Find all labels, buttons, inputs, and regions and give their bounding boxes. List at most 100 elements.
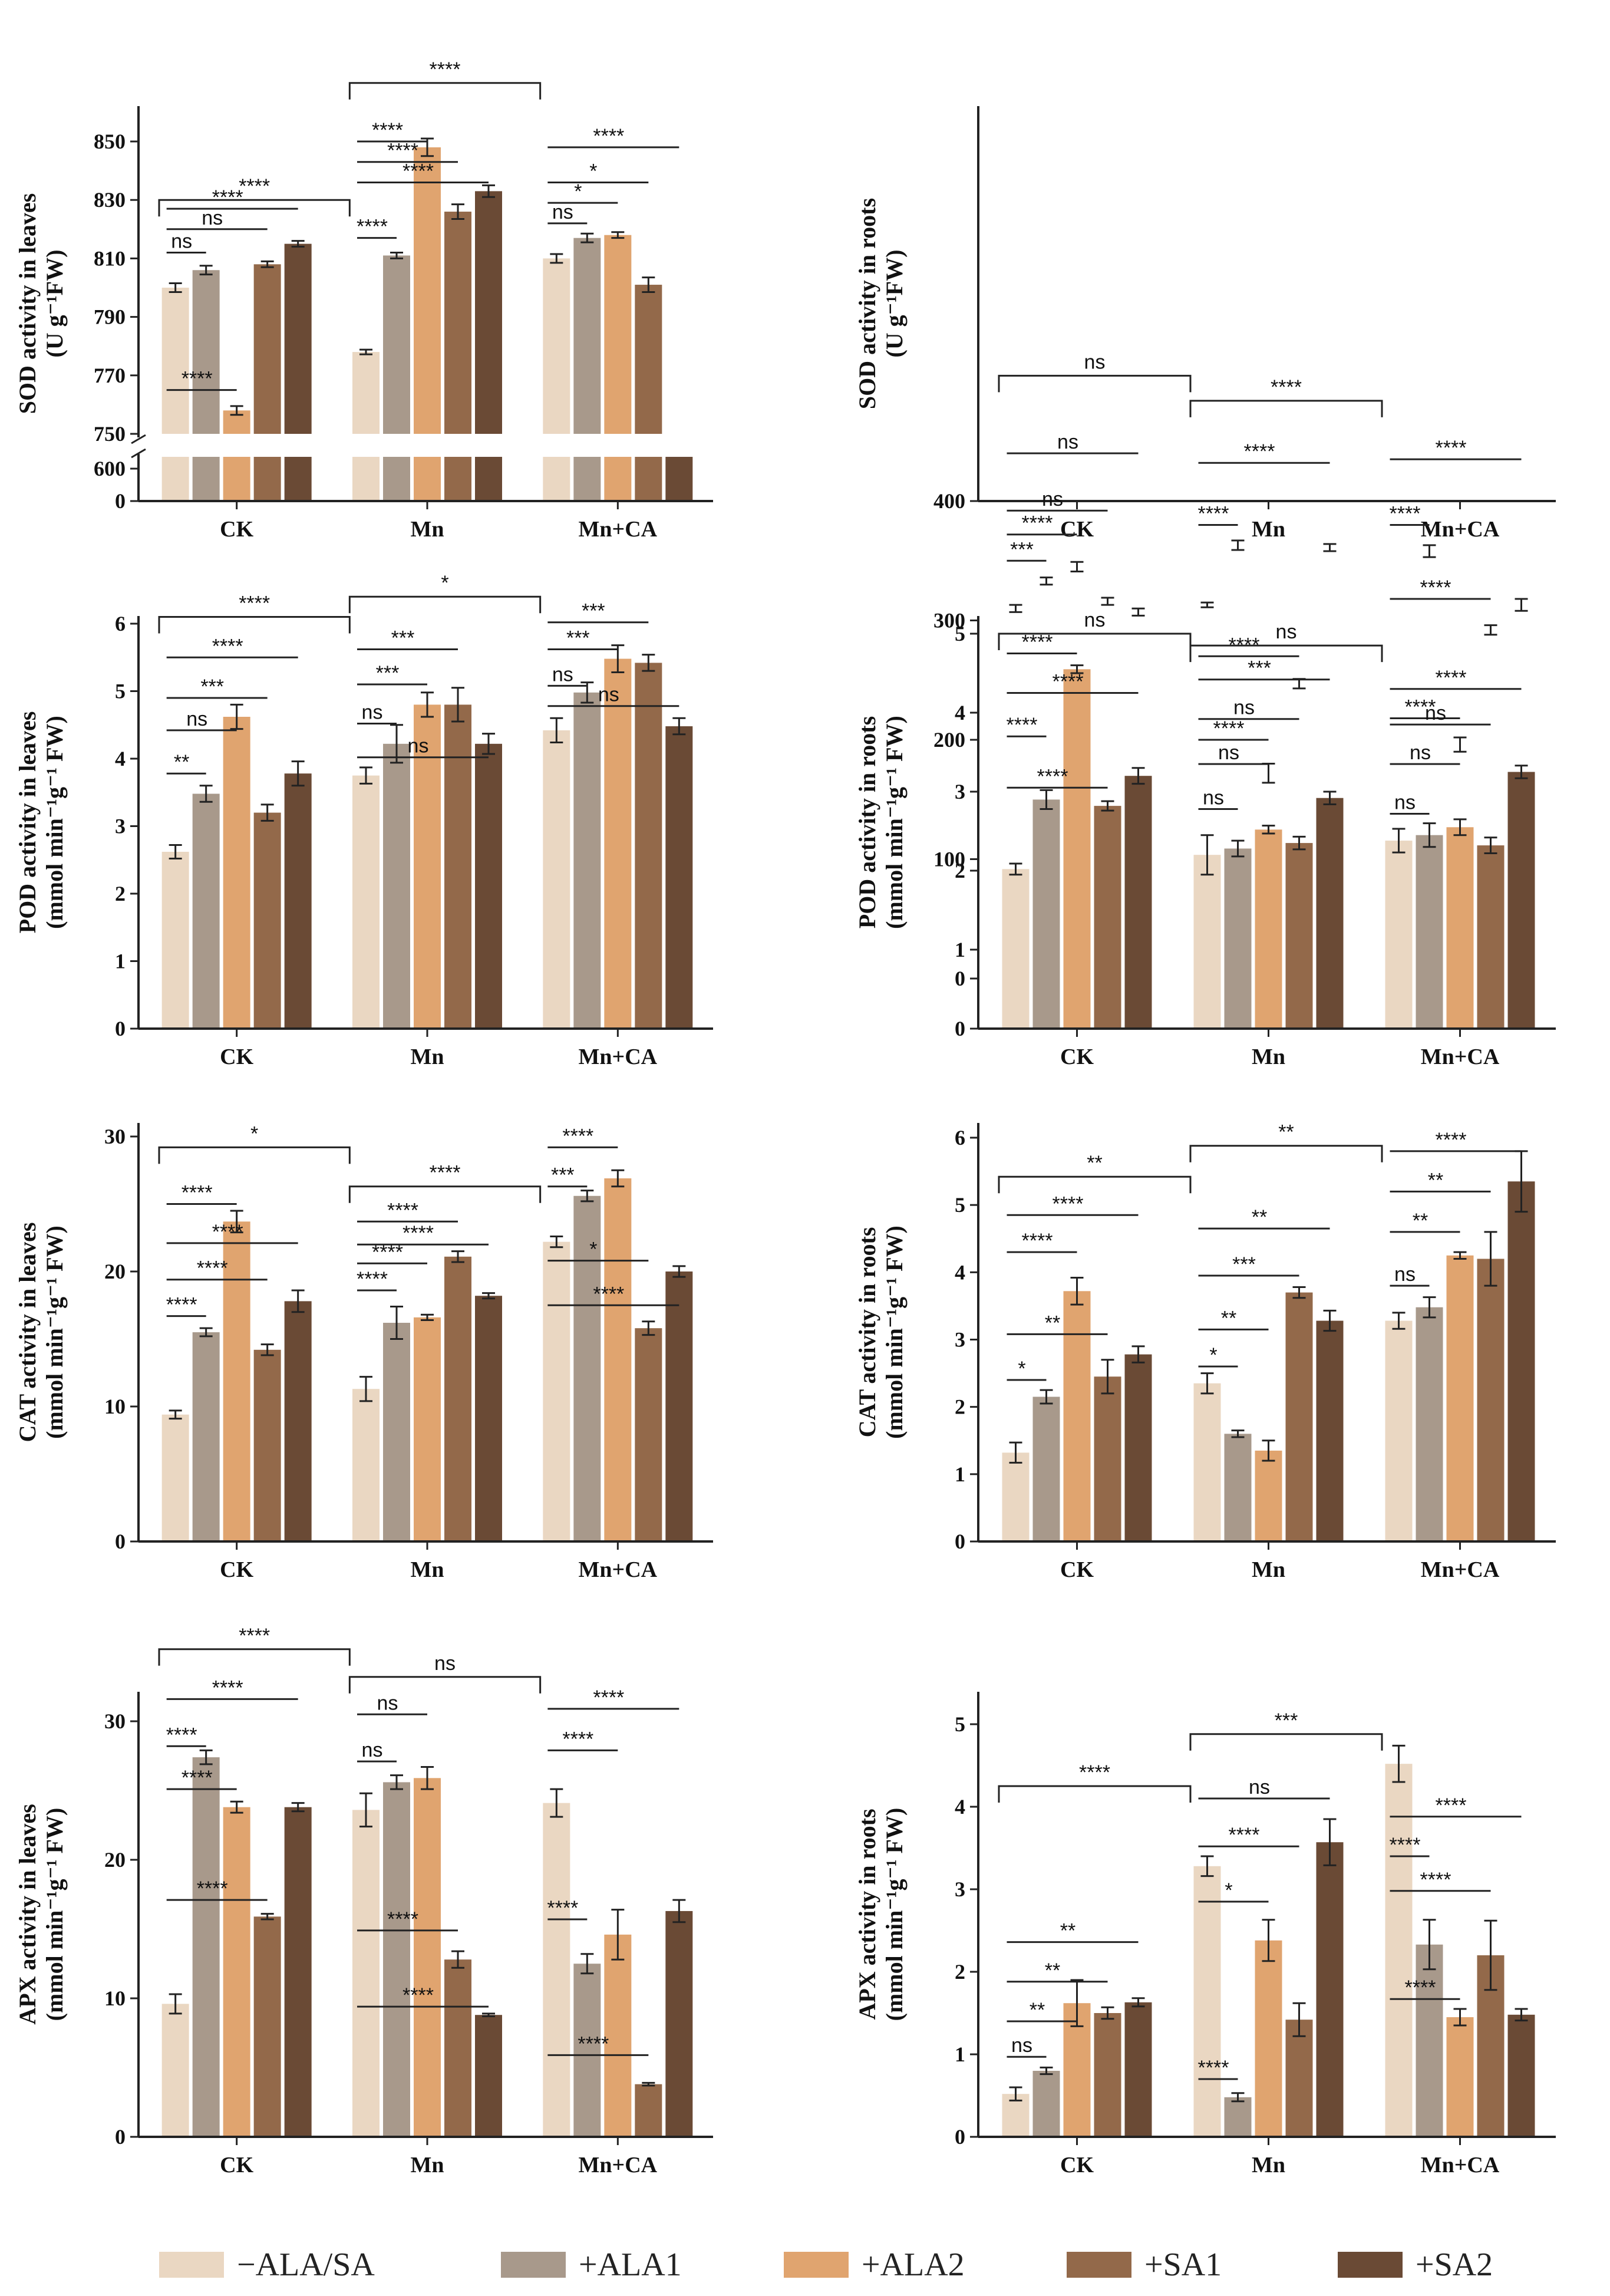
significance-label: ****	[1390, 1834, 1421, 1856]
group-bracket	[348, 1676, 542, 1694]
y-tick-label: 3	[955, 1328, 965, 1352]
y-axis-label-units: (U g⁻¹FW)	[41, 249, 68, 357]
y-tick-label: 30	[104, 1125, 126, 1148]
significance-label: ****	[1198, 2057, 1229, 2079]
group-bracket-label: ****	[1079, 1761, 1110, 1784]
bar	[1446, 1255, 1474, 1541]
axis-break	[131, 448, 146, 459]
significance-label: ****	[1037, 765, 1068, 788]
bar	[635, 663, 662, 1029]
group-bracket	[998, 1785, 1192, 1803]
significance-label: ****	[357, 1268, 388, 1290]
y-tick-label: 100	[933, 848, 965, 871]
x-tick-label: CK	[1060, 1557, 1094, 1582]
chart-apx-leaves: 0 10 20 30 CK Mn Mn+CA APX activity in leaves (m…	[14, 1625, 713, 2178]
significance-label: **	[1428, 1169, 1443, 1191]
x-tick-label: Mn+CA	[1421, 2153, 1500, 2178]
group-bracket	[1189, 1145, 1383, 1162]
chart-apx-roots: 0 1 2 3 4 5 CK Mn Mn+CA APX activity in roots (mmo…	[854, 1692, 1556, 2178]
y-tick-label: 2	[955, 859, 965, 882]
x-tick-label: Mn	[411, 1045, 444, 1069]
significance-label: ****	[1420, 577, 1451, 599]
significance-label: *	[1225, 1879, 1232, 1902]
significance-label: ***	[1232, 1253, 1256, 1276]
chart-pod-leaves: 0 1 2 3 4 5 6 CK Mn Mn+CA POD activity in leaves (m…	[14, 572, 713, 1069]
y-tick-label: 5	[955, 1712, 965, 1736]
significance-label: ****	[593, 1686, 624, 1709]
legend-label: +ALA2	[862, 2246, 965, 2283]
x-tick-label: CK	[1060, 2153, 1094, 2178]
y-axis-label: CAT activity in roots	[854, 1227, 880, 1438]
bar	[223, 1807, 250, 2137]
significance-label: **	[1252, 1206, 1267, 1228]
legend-swatch	[501, 2252, 566, 2278]
significance-label: ns	[171, 230, 192, 252]
legend: −ALA/SA +ALA1 +ALA2 +SA1 +SA2	[159, 2246, 1493, 2283]
bar	[383, 1323, 410, 1541]
bar	[543, 457, 570, 501]
bar	[444, 1256, 471, 1541]
bar	[573, 1195, 601, 1541]
bar	[475, 191, 502, 434]
significance-label: ****	[562, 1728, 593, 1750]
significance-label: **	[1221, 1307, 1236, 1329]
significance-label: ****	[1053, 671, 1084, 693]
legend-label: +SA2	[1416, 2246, 1493, 2283]
bar	[1385, 1320, 1413, 1541]
legend-item: +SA1	[1067, 2246, 1222, 2283]
legend-label: +ALA1	[579, 2246, 682, 2283]
bar	[284, 243, 312, 434]
y-tick-label: 0	[115, 489, 126, 513]
bar	[604, 1934, 632, 2137]
bar	[1316, 1842, 1344, 2137]
significance-label: ****	[1213, 717, 1245, 740]
significance-label: ****	[1022, 1230, 1053, 1252]
y-axis-label-units: (mmol min⁻¹g⁻¹ FW)	[41, 1808, 68, 2021]
bar	[223, 1221, 250, 1541]
group-bracket-label: ****	[430, 1162, 461, 1184]
x-tick-label: Mn+CA	[579, 2153, 658, 2178]
y-tick-label: 3	[955, 1877, 965, 1901]
bar	[1224, 1434, 1252, 1541]
significance-label: ns	[1011, 2034, 1032, 2057]
significance-label: ns	[1249, 1776, 1270, 1798]
significance-label: ns	[202, 207, 223, 229]
legend-swatch	[159, 2252, 224, 2278]
significance-label: ***	[1248, 657, 1271, 680]
x-tick-label: Mn	[411, 517, 444, 542]
bar	[1032, 1396, 1060, 1541]
bar	[1477, 1259, 1505, 1541]
significance-label: ****	[1405, 1977, 1436, 1999]
chart-pod-roots: 0 1 2 3 4 5 CK Mn Mn+CA POD activity in roots (mmo…	[854, 609, 1556, 1069]
bar	[1224, 848, 1252, 1029]
y-tick-label: 4	[955, 701, 965, 724]
y-tick-label: 3	[115, 815, 126, 838]
y-tick-label: 0	[115, 1530, 126, 1553]
chart-cat-roots: 0 1 2 3 4 5 6 CK Mn Mn+CA CAT activity in roots (mm…	[854, 1121, 1556, 1582]
bar	[192, 270, 220, 434]
group-bracket-label: ****	[239, 592, 270, 615]
bar	[635, 285, 662, 434]
bar	[635, 1328, 662, 1541]
bar	[223, 457, 250, 501]
y-tick-label: 600	[94, 457, 126, 480]
significance-label: ****	[212, 186, 243, 209]
significance-label: ns	[552, 663, 573, 686]
group-bracket	[158, 1146, 351, 1164]
bar	[444, 457, 471, 501]
y-tick-label: 790	[94, 305, 126, 329]
group-bracket	[348, 82, 542, 100]
y-tick-label: 0	[955, 1530, 965, 1553]
x-tick-label: CK	[220, 2153, 253, 2178]
bar	[352, 457, 380, 501]
legend-swatch	[1338, 2252, 1403, 2278]
bar	[1507, 1181, 1535, 1541]
significance-label: **	[1045, 1312, 1060, 1334]
y-tick-label: 6	[955, 1126, 965, 1149]
significance-label: *	[1018, 1358, 1025, 1380]
y-tick-label: 0	[955, 1017, 965, 1040]
bar	[1416, 835, 1443, 1029]
bar	[475, 1296, 502, 1541]
bar	[543, 730, 570, 1029]
bar	[414, 704, 441, 1029]
